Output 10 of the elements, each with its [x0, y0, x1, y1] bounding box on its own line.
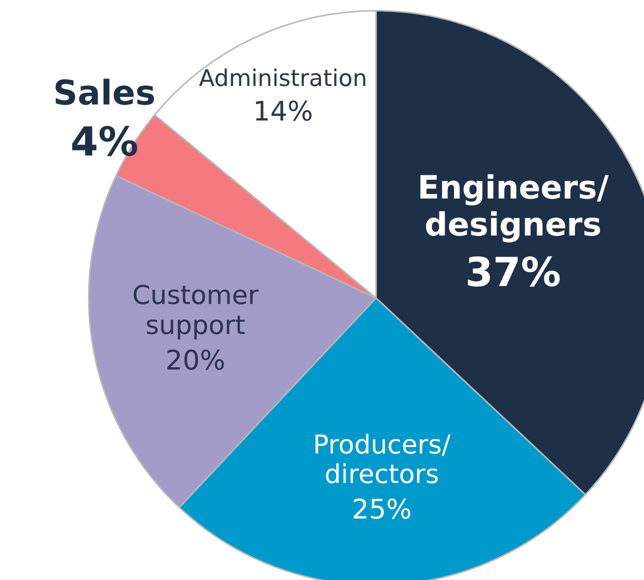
data-label: 37% [465, 250, 561, 296]
slice-label: Customer support [132, 281, 259, 341]
data-label: 25% [352, 494, 412, 526]
data-label: 20% [165, 345, 226, 376]
data-label: 14% [253, 96, 314, 128]
slice-label: Administration [198, 66, 368, 92]
slice-label: Producers/directors [313, 430, 451, 490]
slice-label: Engineers/designers [417, 168, 610, 244]
slice-label: Sales [53, 73, 156, 114]
data-label: 4% [70, 120, 138, 166]
